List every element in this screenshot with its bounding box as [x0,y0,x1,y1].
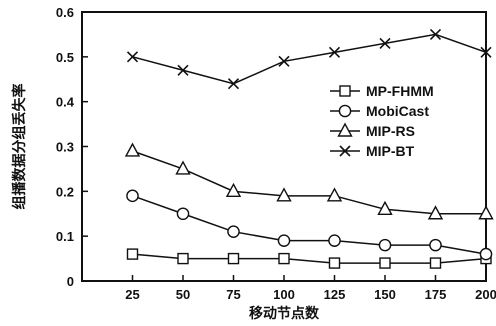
x-tick-label: 175 [425,287,447,302]
x-marker [339,145,351,157]
x-tick-label: 125 [324,287,346,302]
legend-entry: MobiCast [330,103,429,119]
series-mobicast [126,189,493,261]
square-marker [429,257,442,269]
x-marker-stroke [480,46,492,58]
triangle-marker [427,205,444,220]
y-tick-label: 0.2 [56,184,74,199]
x-marker [227,78,240,90]
series-mip-rs [124,142,494,220]
triangle-marker [337,122,353,137]
legend-label: MIP-BT [366,143,415,159]
x-marker-stroke [379,37,391,49]
circle-marker [429,238,442,252]
x-marker [278,55,290,67]
circle-marker [176,207,190,221]
triangle-marker [478,205,494,220]
series-line [132,150,486,215]
series-mip-bt [126,28,492,90]
square-marker [339,85,351,97]
circle-marker [378,238,392,252]
x-marker-stroke [126,51,139,63]
series-line [132,33,487,85]
triangle-marker [377,200,393,215]
legend-entry: MP-FHMM [330,83,434,99]
x-marker-stroke [429,28,442,40]
x-marker-stroke [227,78,240,90]
x-tick-label: 50 [176,287,190,302]
triangle-marker [276,187,292,202]
x-marker-stroke [177,64,189,76]
y-tick-label: 0.5 [56,50,74,65]
circle-marker [338,104,352,118]
square-marker [177,252,189,265]
circle-marker [479,247,493,261]
x-marker-stroke [328,46,341,58]
triangle-marker [124,142,141,157]
x-axis: 25 50 75 100 125 150 175 200 [125,275,496,302]
x-tick-label: 150 [374,287,396,302]
square-marker [278,252,290,265]
x-marker [480,46,492,58]
legend-label: MIP-RS [366,123,415,139]
y-tick-label: 0.1 [56,229,74,244]
legend-entry: MIP-BT [330,143,415,159]
x-marker [126,51,139,63]
triangle-marker [326,187,343,202]
legend-entry: MIP-RS [330,122,415,139]
series-line [132,253,487,264]
square-marker [227,252,240,265]
x-marker-stroke [278,55,290,67]
legend-label: MP-FHMM [366,83,434,99]
series-layer [124,28,494,269]
square-marker [379,257,391,269]
x-marker [379,37,391,49]
y-axis-title: 组播数据分组丢失率 [11,84,28,210]
x-marker [177,64,189,76]
x-marker-stroke [339,145,351,157]
y-tick-label: 0.3 [56,140,74,155]
circle-marker [126,189,139,203]
x-marker [328,46,341,58]
y-tick-label: 0.4 [56,95,75,110]
square-marker [126,248,139,260]
circle-marker [328,234,341,247]
y-tick-label: 0.6 [56,5,74,20]
triangle-marker [225,182,242,198]
circle-marker [227,225,240,238]
x-tick-label: 25 [125,287,139,302]
x-tick-label: 200 [475,287,496,302]
x-axis-title: 移动节点数 [249,305,320,322]
circle-marker [277,234,291,247]
square-marker [328,257,341,269]
x-tick-label: 100 [273,287,295,302]
series-line [132,195,487,255]
triangle-marker [175,160,191,175]
x-tick-label: 75 [226,287,240,302]
y-tick-label: 0 [67,274,74,289]
x-marker [429,28,442,40]
legend-label: MobiCast [366,103,429,119]
legend: MP-FHMM MobiCast MIP-RS MIP-BT [330,83,434,159]
y-axis: 0 0.1 0.2 0.3 0.4 0.5 0.6 [56,5,88,289]
series-mp-fhmm [126,248,492,269]
